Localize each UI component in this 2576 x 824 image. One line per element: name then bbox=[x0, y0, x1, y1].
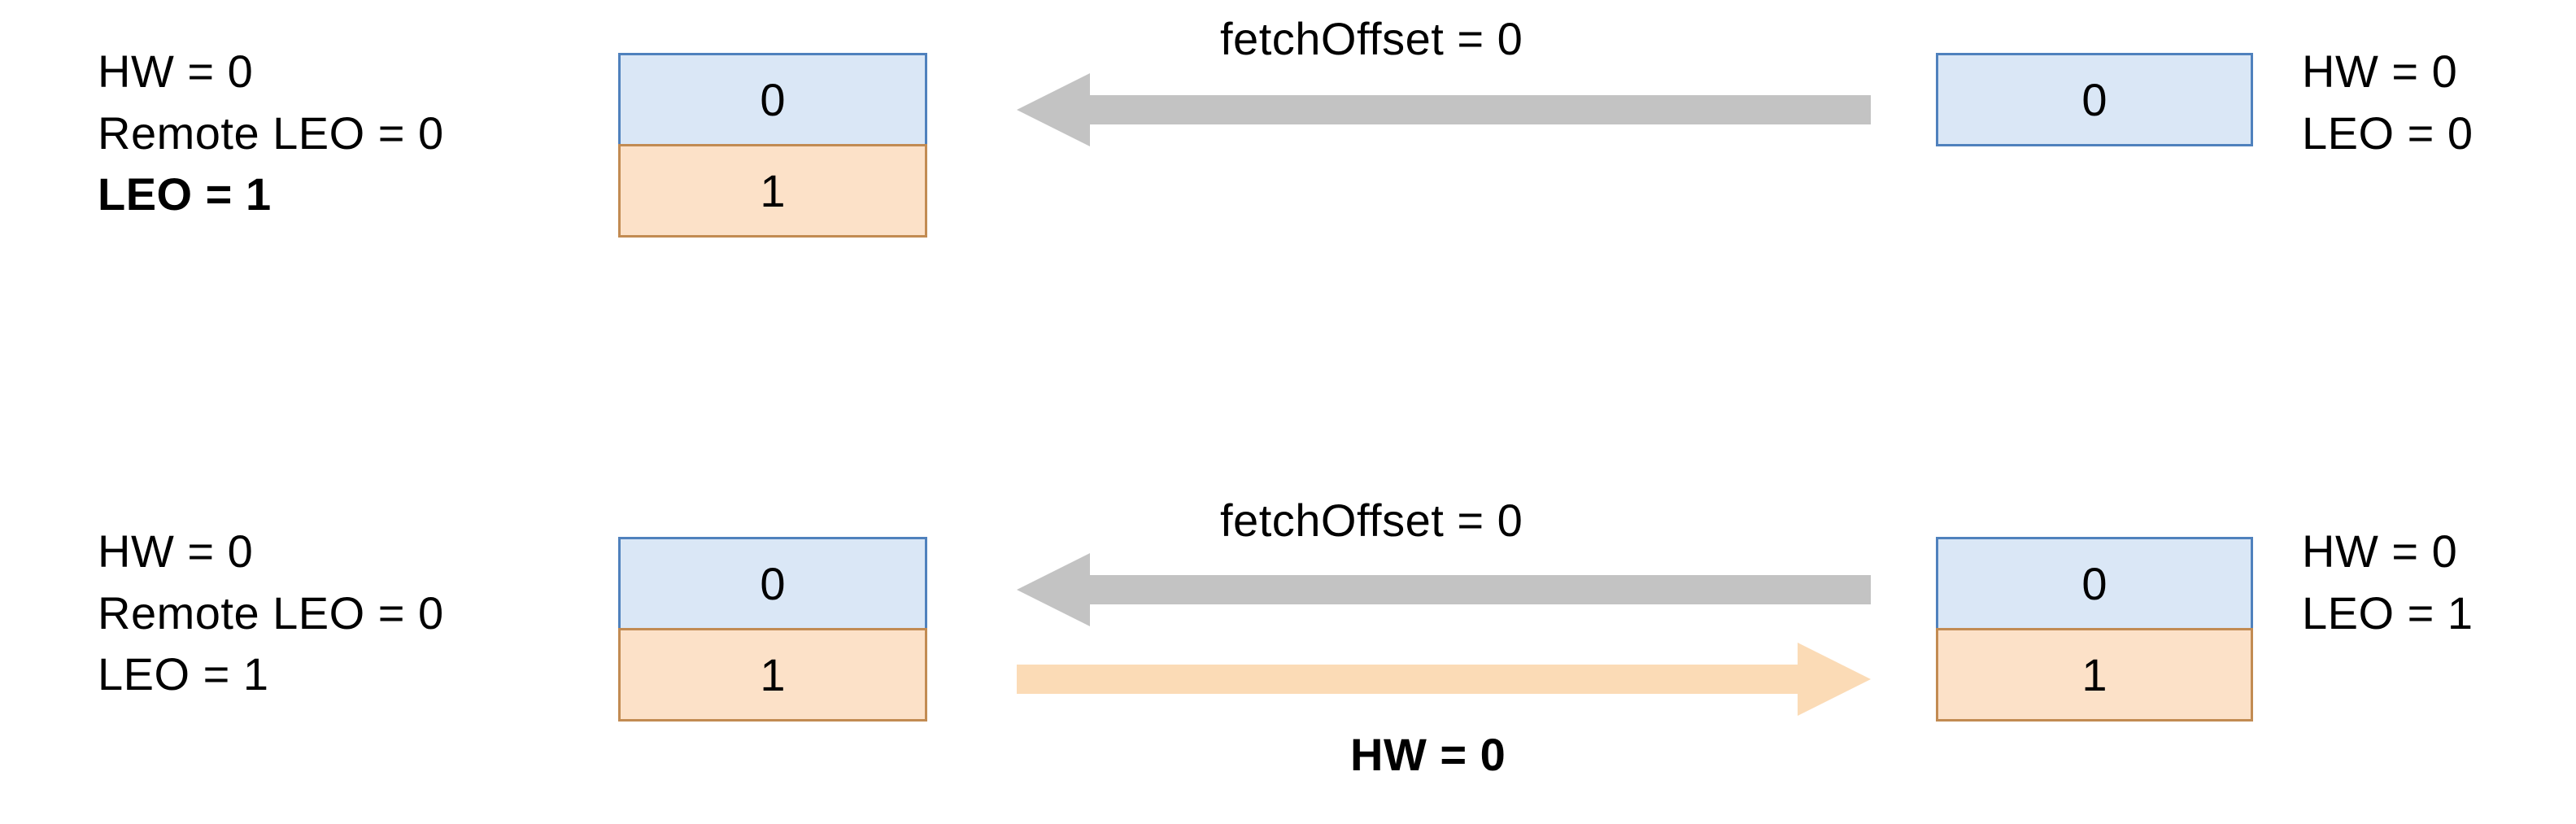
row1-left-cell-0-value: 0 bbox=[760, 73, 785, 126]
arrow-right-icon bbox=[1017, 643, 1871, 716]
row2-arrow-fetch bbox=[1017, 553, 1879, 643]
row1-left-cell-1-value: 1 bbox=[760, 164, 785, 217]
row2-left-cell-1-value: 1 bbox=[760, 648, 785, 701]
row1-left-labels: HW = 0 Remote LEO = 0 LEO = 1 bbox=[98, 41, 444, 225]
row2-left-cell-1: 1 bbox=[618, 628, 927, 722]
row2-right-hw: HW = 0 bbox=[2302, 521, 2474, 582]
row1-left-hw: HW = 0 bbox=[98, 41, 444, 102]
diagram-stage: HW = 0 Remote LEO = 0 LEO = 1 0 1 fetchO… bbox=[0, 0, 2576, 824]
row2-left-cell-0: 0 bbox=[618, 537, 927, 630]
row1-left-remote-leo: Remote LEO = 0 bbox=[98, 102, 444, 164]
row2-right-cell-0-value: 0 bbox=[2081, 557, 2107, 610]
row1-right-cell-0: 0 bbox=[1936, 53, 2253, 146]
row1-left-leo: LEO = 1 bbox=[98, 163, 444, 225]
row2-left-remote-leo: Remote LEO = 0 bbox=[98, 582, 444, 644]
row2-arrow-hw bbox=[1017, 643, 1879, 732]
arrow-left-icon bbox=[1017, 553, 1871, 626]
row2-right-labels: HW = 0 LEO = 1 bbox=[2302, 521, 2474, 643]
row2-right-cell-1: 1 bbox=[1936, 628, 2253, 722]
row2-arrow-fetch-label: fetchOffset = 0 bbox=[1220, 490, 1523, 552]
arrow-left-icon bbox=[1017, 73, 1871, 146]
row1-right-leo: LEO = 0 bbox=[2302, 102, 2474, 164]
row1-left-cell-0: 0 bbox=[618, 53, 927, 146]
row1-arrow-fetch bbox=[1017, 73, 1879, 163]
row2-left-hw: HW = 0 bbox=[98, 521, 444, 582]
row2-arrow-hw-label: HW = 0 bbox=[1350, 724, 1506, 786]
row1-right-hw: HW = 0 bbox=[2302, 41, 2474, 102]
row2-right-cell-1-value: 1 bbox=[2081, 648, 2107, 701]
row1-right-labels: HW = 0 LEO = 0 bbox=[2302, 41, 2474, 163]
row2-left-labels: HW = 0 Remote LEO = 0 LEO = 1 bbox=[98, 521, 444, 705]
row1-arrow-fetch-label: fetchOffset = 0 bbox=[1220, 8, 1523, 70]
row1-right-cell-0-value: 0 bbox=[2081, 73, 2107, 126]
row2-left-cell-0-value: 0 bbox=[760, 557, 785, 610]
row1-left-cell-1: 1 bbox=[618, 144, 927, 238]
row2-right-leo: LEO = 1 bbox=[2302, 582, 2474, 644]
row2-right-cell-0: 0 bbox=[1936, 537, 2253, 630]
row2-left-leo: LEO = 1 bbox=[98, 643, 444, 705]
